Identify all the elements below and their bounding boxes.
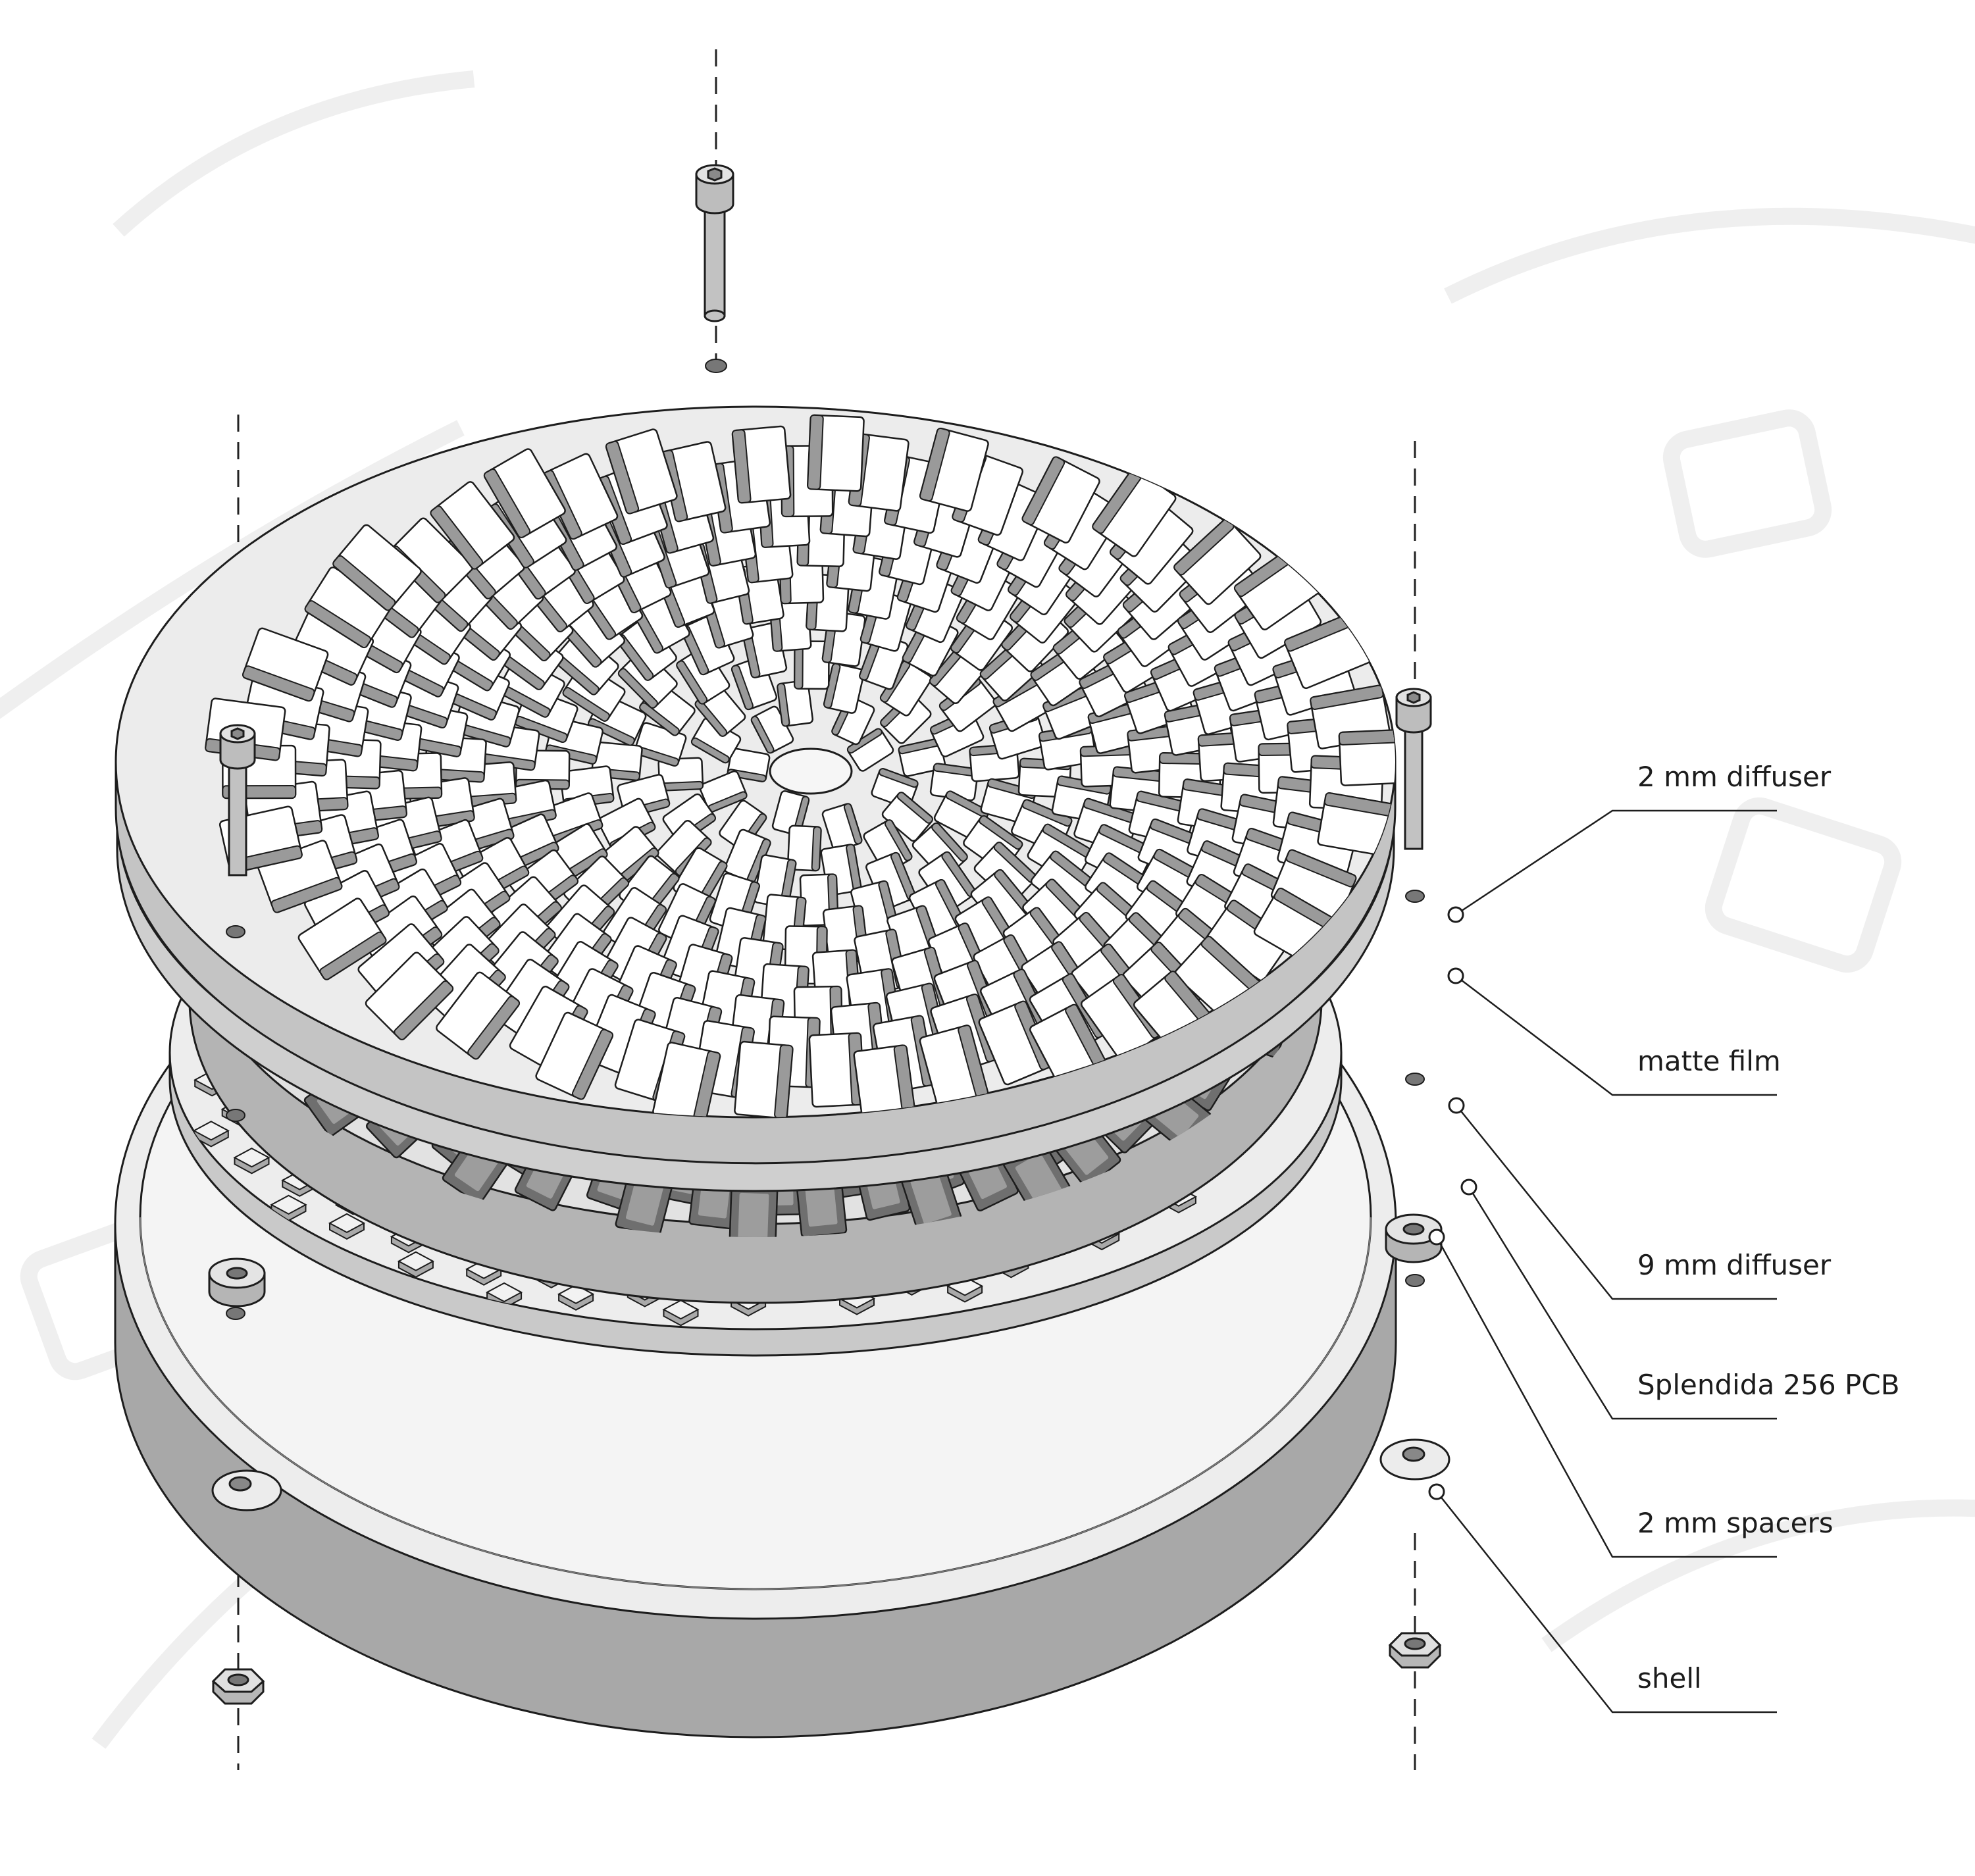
callout-dots (1428, 906, 1477, 1500)
spacer (208, 1257, 266, 1307)
led (233, 1148, 270, 1175)
spacers (208, 1213, 1443, 1307)
diffuser-cell (806, 414, 865, 492)
diffuser-cell (731, 425, 792, 504)
label-shell: shell (1637, 1662, 1702, 1694)
led (192, 1121, 230, 1148)
diffuser-cell (846, 728, 894, 772)
screw-right (1395, 688, 1432, 850)
shell-bosses (211, 1438, 1450, 1511)
led (397, 1251, 435, 1278)
diffuser-cell (1338, 728, 1395, 786)
led (328, 1213, 366, 1240)
diffuser-cell (734, 1040, 794, 1117)
label-matte-film: matte film (1637, 1045, 1781, 1077)
diffuser-cell (786, 824, 822, 872)
diffuser-cell (553, 630, 619, 696)
diffuser-cell (823, 663, 865, 714)
diffuser-cell (821, 803, 863, 851)
label-diffuser-9mm: 9 mm diffuser (1637, 1249, 1832, 1281)
label-spacers: 2 mm spacers (1637, 1507, 1834, 1539)
diffuser-cell (794, 640, 830, 690)
label-pcb: Splendida 256 PCB (1637, 1369, 1900, 1401)
nut-left (211, 1668, 265, 1705)
diffuser-cell (699, 770, 748, 813)
diffuser-cell (657, 757, 704, 792)
screw-top (695, 164, 734, 322)
diffuser-cell (750, 705, 794, 754)
diffuser-2mm-cells (205, 414, 1395, 1117)
diffuser-cell (777, 680, 814, 727)
spacer (1385, 1213, 1443, 1263)
center-hub (769, 748, 853, 795)
diffuser-cell (881, 792, 933, 842)
label-diffuser-2mm: 2 mm diffuser (1637, 761, 1832, 793)
nut-right (1388, 1632, 1442, 1669)
